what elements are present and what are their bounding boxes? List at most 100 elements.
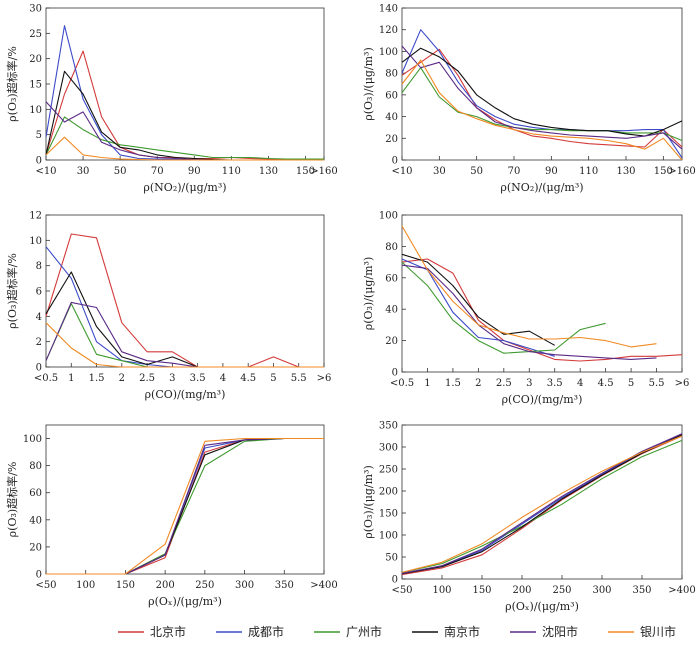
legend-label: 成都市 [248,624,284,639]
y-tick-label: 60 [385,90,398,101]
y-tick-label: 4 [36,312,42,323]
x-tick-label: 200 [156,580,175,591]
plot-frame [401,214,683,373]
x-tick-label: 5.5 [649,378,665,389]
legend-label: 广州市 [346,624,382,639]
series-line [401,45,683,150]
y-axis-label: ρ(O₃)/(μg/m³) [362,47,375,121]
series-line [46,437,324,575]
x-tick-label: 1.5 [445,378,461,389]
x-tick-label: 2.5 [496,378,512,389]
y-tick-label: 0 [36,570,42,581]
y-axis-label: ρ(O₃)超标率/% [5,462,19,538]
y-tick-label: 15 [29,80,42,91]
series-line [401,225,657,348]
x-tick-label: 130 [259,166,278,177]
x-tick-label: 1.5 [89,373,105,384]
legend-label: 沈阳市 [542,624,578,639]
chart-panel-3: 0 2 4 6 8 10 12 <0.5 1 1.5 2 2.5 3 3.5 4 4.5 5 5.5 >6 ρ(CO)… [5,211,331,402]
x-tick-label: 4 [577,378,583,389]
chart-panel-5: 0 20 40 60 80 100 <50 100 150 200 250 300 350 >400 ρ(O… [5,424,338,608]
x-tick-label: 3.5 [547,378,563,389]
y-tick-label: 40 [385,112,398,123]
series-line [45,233,324,368]
x-tick-label: 100 [76,580,95,591]
y-tick-label: 0 [36,363,42,374]
x-tick-label: 70 [151,166,164,177]
series-line [401,439,683,573]
y-tick-label: 20 [29,54,42,65]
x-tick-label: <50 [391,585,412,596]
chart-panel-6: 0 50 100 150 200 250 300 350 <50 100 150 200 250 300 3… [362,421,696,614]
series-line [45,25,324,161]
series-line [401,253,555,346]
series-line [401,29,683,159]
y-axis-label: ρ(O₃)超标率/% [5,253,19,329]
y-tick-label: 8 [36,261,42,272]
x-tick-label: 3 [169,373,175,384]
x-tick-label: 150 [654,166,673,177]
x-tick-label: 200 [512,585,531,596]
y-tick-label: 100 [379,531,398,542]
x-tick-label: 30 [433,166,446,177]
y-tick-label: 2 [36,337,42,348]
series-line [45,301,324,368]
plot-frame [45,7,325,161]
legend-label: 银川市 [640,624,676,639]
x-tick-label: 50 [470,166,483,177]
series-line [45,303,324,368]
x-tick-label: 1 [424,378,430,389]
series-line [401,59,683,161]
y-axis-label: ρ(O₃)超标率/% [5,46,19,122]
y-tick-label: 300 [379,443,398,454]
x-tick-label: 4.5 [598,378,614,389]
y-tick-label: 20 [385,336,398,347]
series-line [46,437,324,575]
y-tick-label: 100 [23,434,42,445]
x-axis-label: ρ(Oₓ)/(μg/m³) [505,600,579,613]
x-tick-label: 2 [119,373,125,384]
y-tick-label: 200 [379,487,398,498]
y-tick-label: 40 [385,305,398,316]
series-line [401,264,657,360]
x-tick-label: 4 [220,373,226,384]
x-tick-label: 150 [116,580,135,591]
series-line [401,261,606,354]
x-tick-label: 350 [632,585,651,596]
x-tick-label: 110 [579,166,598,177]
y-tick-label: 30 [29,4,42,15]
x-tick-label: 2.5 [139,373,155,384]
series-line [401,435,683,573]
x-tick-label: 50 [114,166,127,177]
x-tick-label: 150 [472,585,491,596]
x-tick-label: >6 [675,378,690,389]
y-tick-label: 6 [36,287,42,298]
x-tick-label: 5.5 [291,373,307,384]
x-tick-label: 250 [195,580,214,591]
y-tick-label: 150 [379,509,398,520]
x-tick-label: 1 [68,373,74,384]
x-tick-label: 3.5 [190,373,206,384]
series-line [401,434,683,575]
y-tick-label: 80 [29,461,42,472]
x-tick-label: 250 [552,585,571,596]
x-tick-label: 100 [432,585,451,596]
series-line [45,322,324,368]
x-tick-label: 5 [628,378,634,389]
x-tick-label: 350 [275,580,294,591]
x-tick-label: 90 [188,166,201,177]
y-tick-label: 80 [385,69,398,80]
x-axis-label: ρ(CO)/(mg/m³) [502,393,583,406]
legend-label: 北京市 [150,624,186,639]
x-tick-label: >160 [310,166,337,177]
y-tick-label: 0 [392,575,398,586]
x-tick-label: 2 [475,378,481,389]
legend: 北京市 成都市 广州市 南京市 沈阳市 银川市 [118,624,676,639]
x-tick-label: 150 [296,166,315,177]
y-tick-label: 10 [29,236,42,247]
y-tick-label: 0 [36,156,42,167]
x-tick-label: <50 [35,580,56,591]
y-tick-label: 140 [379,4,398,15]
x-tick-label: >6 [317,373,332,384]
